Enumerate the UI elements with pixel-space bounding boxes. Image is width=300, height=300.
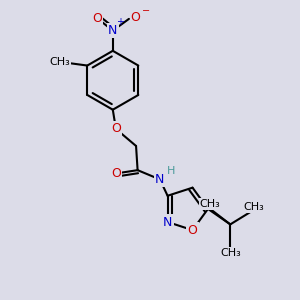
Text: O: O xyxy=(188,224,197,237)
Text: −: − xyxy=(142,6,150,16)
Text: N: N xyxy=(108,24,118,37)
Text: CH₃: CH₃ xyxy=(243,202,264,212)
Text: CH₃: CH₃ xyxy=(220,248,241,258)
Text: H: H xyxy=(167,166,175,176)
Text: O: O xyxy=(92,12,102,25)
Text: CH₃: CH₃ xyxy=(200,199,220,209)
Text: O: O xyxy=(111,122,121,135)
Text: CH₃: CH₃ xyxy=(49,57,70,68)
Text: +: + xyxy=(116,17,124,27)
Text: O: O xyxy=(111,167,121,180)
Text: N: N xyxy=(155,173,165,186)
Text: N: N xyxy=(163,215,172,229)
Text: O: O xyxy=(130,11,140,24)
